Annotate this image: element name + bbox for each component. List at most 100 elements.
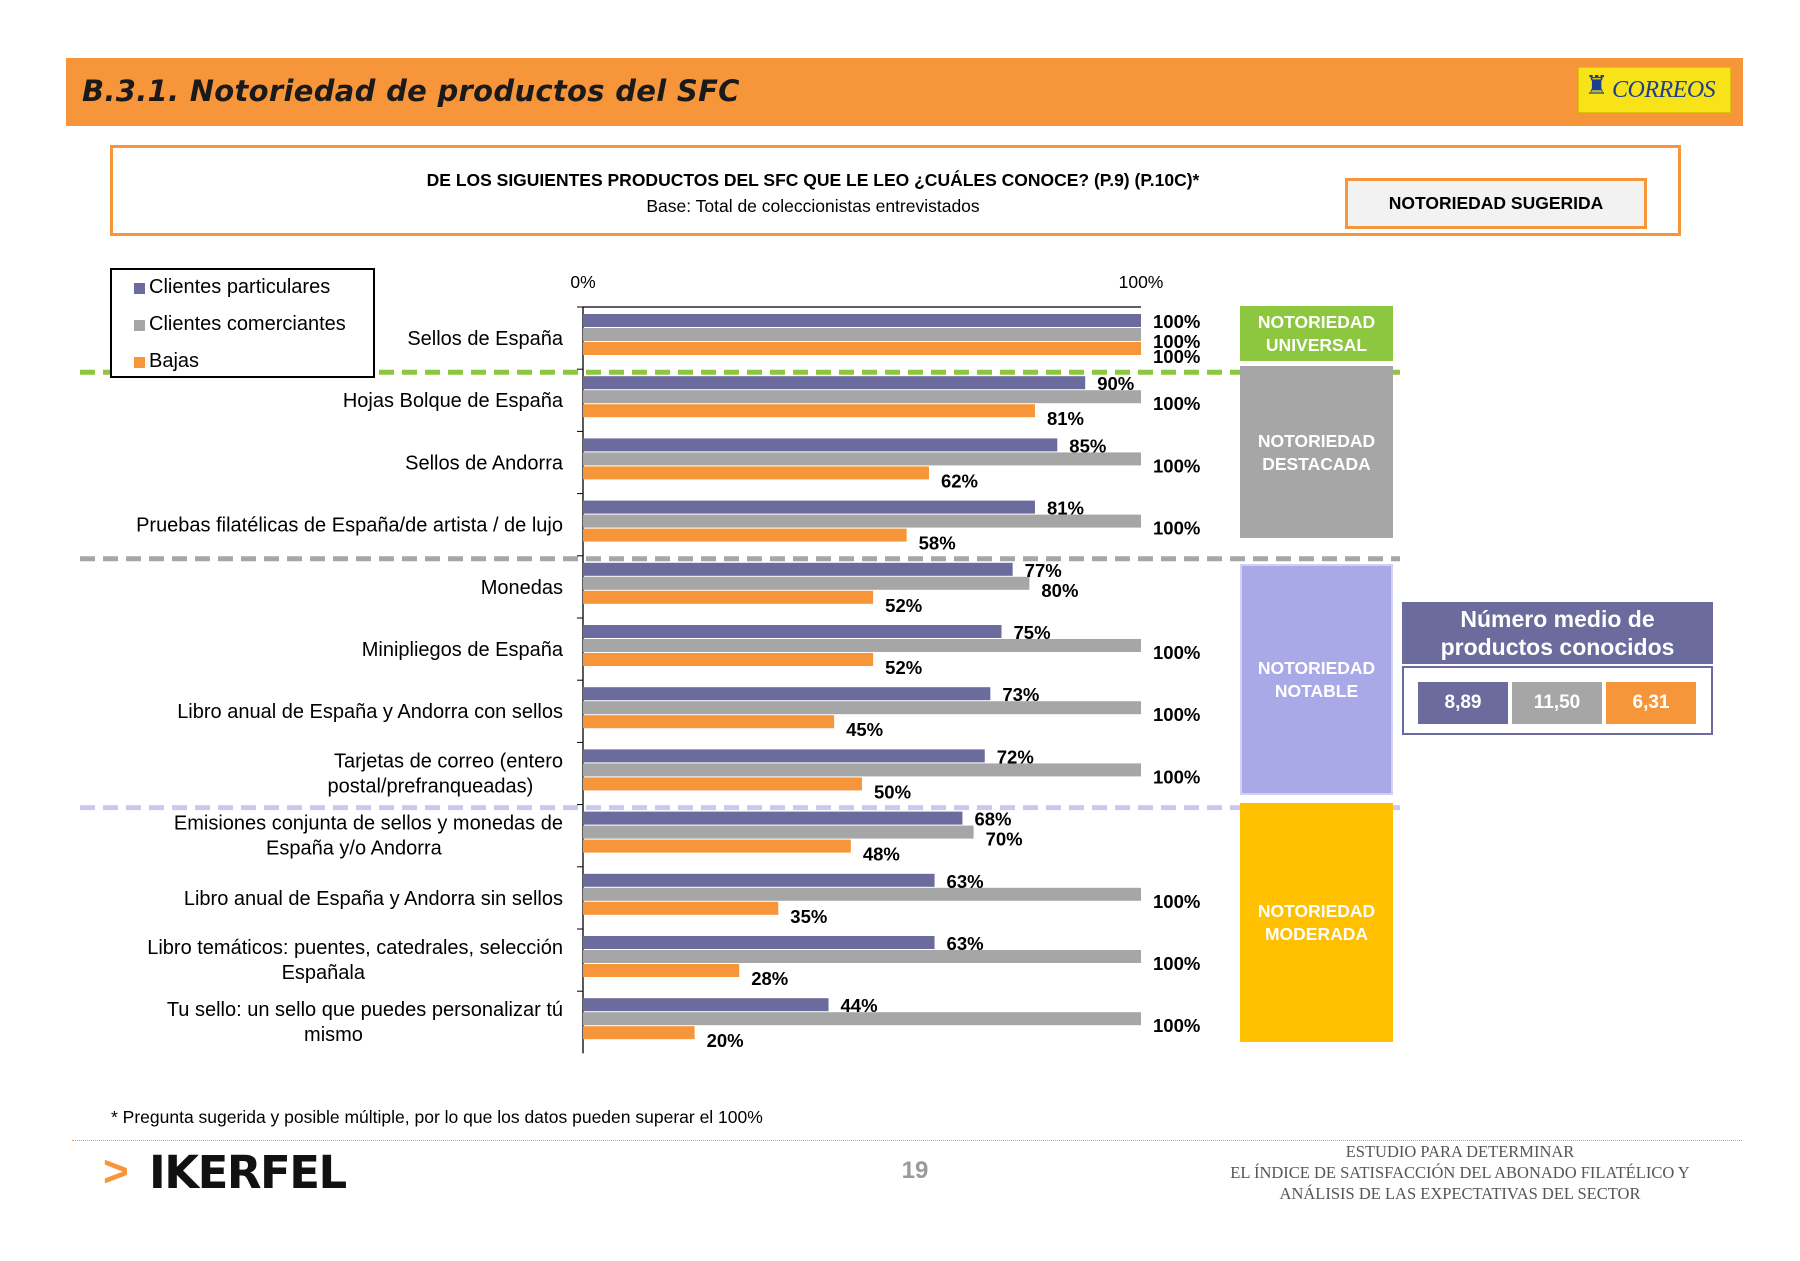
bar-bajas: [583, 715, 835, 729]
data-label: 85%: [1069, 435, 1106, 456]
legend-label-comerciantes: Clientes comerciantes: [149, 313, 346, 335]
data-label: 77%: [1025, 560, 1062, 581]
data-label: 58%: [919, 533, 956, 554]
chart-legend: Clientes particulares Clientes comercian…: [110, 268, 375, 378]
category-label: Sellos de Andorra: [405, 452, 564, 474]
bar-comerciantes: [583, 825, 974, 839]
bar-comerciantes: [583, 950, 1141, 963]
data-label: 100%: [1153, 346, 1200, 367]
data-label: 100%: [1153, 311, 1200, 332]
bar-comerciantes: [583, 576, 1030, 590]
data-label: 63%: [947, 933, 984, 954]
average-products-panel: Número medio de productos conocidos 8,89…: [1402, 602, 1713, 735]
legend-label-particulares: Clientes particulares: [149, 276, 331, 298]
legend-label-bajas: Bajas: [149, 350, 200, 372]
data-label: 100%: [1153, 518, 1200, 539]
bar-comerciantes: [583, 1012, 1141, 1026]
category-label: postal/prefranqueadas): [328, 775, 534, 797]
data-label: 100%: [1153, 455, 1200, 476]
bar-bajas: [583, 1026, 695, 1040]
zone-moderada-line2: MODERADA: [1264, 923, 1369, 944]
data-label: 68%: [974, 809, 1011, 830]
data-label: 75%: [1014, 622, 1051, 643]
bar-bajas: [583, 466, 929, 480]
data-label: 100%: [1153, 766, 1200, 787]
bar-particulares: [583, 998, 829, 1012]
bar-bajas: [583, 839, 851, 853]
zone-destacada-line1: NOTORIEDAD: [1257, 431, 1376, 451]
bar-comerciantes: [583, 887, 1141, 901]
category-label: Tarjetas de correo (entero: [334, 750, 563, 772]
legend-swatch-particulares: [134, 283, 145, 294]
bar-particulares: [583, 314, 1141, 327]
zone-moderada-line1: NOTORIEDAD: [1257, 900, 1376, 921]
data-label: 20%: [707, 1030, 744, 1051]
data-label: 52%: [885, 595, 922, 616]
zone-moderada: NOTORIEDAD MODERADA: [1240, 803, 1393, 1042]
bar-comerciantes: [583, 452, 1141, 466]
post-horn-icon: ♜: [1585, 70, 1609, 100]
chevron-right-icon: >: [103, 1147, 129, 1196]
data-label: 81%: [1047, 498, 1084, 519]
bar-comerciantes: [583, 701, 1141, 715]
bar-bajas: [583, 777, 862, 791]
data-label: 80%: [1041, 580, 1078, 601]
average-bajas: 6,31: [1606, 682, 1696, 724]
bar-particulares: [583, 873, 935, 887]
zone-universal-line1: NOTORIEDAD: [1257, 311, 1376, 332]
bar-particulares: [583, 438, 1058, 452]
bar-bajas: [583, 404, 1035, 418]
data-label: 81%: [1047, 408, 1084, 429]
data-label: 100%: [1153, 953, 1200, 974]
category-label: Minipliegos de España: [362, 639, 564, 661]
legend-swatch-bajas: [134, 357, 145, 368]
data-label: 44%: [841, 995, 878, 1016]
zone-notable-line2: NOTABLE: [1274, 680, 1359, 701]
bar-particulares: [583, 562, 1013, 576]
question-box: DE LOS SIGUIENTES PRODUCTOS DEL SFC QUE …: [110, 145, 1681, 236]
question-base: Base: Total de coleccionistas entrevista…: [646, 196, 980, 216]
legend-swatch-comerciantes: [134, 320, 145, 331]
average-title-line1: Número medio de: [1460, 606, 1655, 632]
bar-bajas: [583, 964, 740, 977]
bar-comerciantes: [583, 639, 1141, 652]
bar-particulares: [583, 625, 1002, 638]
data-label: 100%: [1153, 331, 1200, 352]
study-line2: EL ÍNDICE DE SATISFACCIÓN DEL ABONADO FI…: [1230, 1163, 1690, 1182]
data-label: 100%: [1153, 704, 1200, 725]
study-title: ESTUDIO PARA DETERMINAR EL ÍNDICE DE SAT…: [1190, 1141, 1730, 1204]
category-label: Libro anual de España y Andorra con sell…: [177, 701, 563, 723]
logo-text: CORREOS: [1612, 77, 1716, 103]
category-label: Hojas Bolque de España: [343, 390, 564, 412]
bar-particulares: [583, 500, 1035, 514]
zone-notable: NOTORIEDAD NOTABLE: [1240, 564, 1393, 795]
category-label: Sellos de España: [407, 328, 564, 350]
data-label: 28%: [751, 968, 788, 989]
category-label: mismo: [304, 1024, 363, 1046]
bar-particulares: [583, 376, 1086, 390]
category-label: España y/o Andorra: [266, 838, 443, 860]
zone-destacada-line2: DESTACADA: [1262, 454, 1371, 474]
average-values-box: 8,89 11,50 6,31: [1402, 666, 1713, 735]
average-title: Número medio de productos conocidos: [1402, 602, 1713, 664]
bar-bajas: [583, 528, 907, 542]
ikerfel-text: IKERFEL: [149, 1146, 347, 1199]
bar-particulares: [583, 749, 985, 763]
bar-bajas: [583, 342, 1141, 355]
category-label: Monedas: [481, 577, 563, 599]
data-label: 90%: [1097, 373, 1134, 394]
category-label: Españala: [282, 962, 366, 984]
bar-bajas: [583, 901, 779, 915]
data-label: 100%: [1153, 1015, 1200, 1036]
x-tick-label: 0%: [570, 272, 595, 292]
data-label: 48%: [863, 844, 900, 865]
category-label: Libro anual de España y Andorra sin sell…: [184, 888, 563, 910]
category-label: Emisiones conjunta de sellos y monedas d…: [174, 813, 563, 835]
data-label: 72%: [997, 746, 1034, 767]
zone-universal-line2: UNIVERSAL: [1265, 334, 1368, 355]
bar-particulares: [583, 687, 991, 701]
average-comerciantes: 11,50: [1512, 682, 1602, 724]
study-line3: ANÁLISIS DE LAS EXPECTATIVAS DEL SECTOR: [1279, 1184, 1641, 1203]
data-label: 70%: [986, 829, 1023, 850]
